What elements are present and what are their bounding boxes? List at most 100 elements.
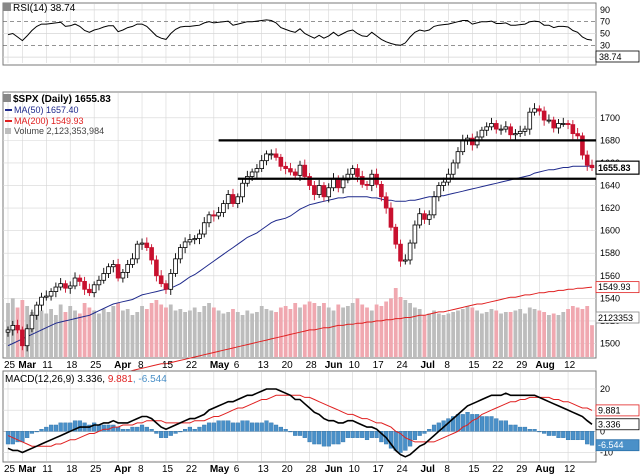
macd-hist-bar (398, 431, 403, 453)
candle-body (297, 164, 303, 176)
candle (77, 274, 83, 286)
macd-hist-bar (355, 431, 360, 438)
candle-body (455, 151, 461, 164)
candle-body (489, 123, 494, 128)
macd-hist-bar (522, 426, 528, 432)
candle-body (230, 194, 236, 204)
candle (364, 181, 370, 191)
macd-hist-bar (269, 422, 274, 432)
volume-bar (245, 310, 250, 357)
candle-body (316, 185, 322, 195)
candle (522, 125, 528, 136)
candle (254, 164, 260, 178)
volume-bar (480, 313, 484, 357)
rsi-value-tag: 38.74 (599, 52, 622, 62)
candle-body (403, 259, 408, 262)
candle-body (460, 139, 466, 153)
macd-hist-bar (173, 431, 178, 434)
volume-bar (264, 309, 269, 357)
volume-bar (326, 307, 331, 357)
candle (15, 319, 20, 334)
macd-hist-bar (561, 431, 566, 438)
candle (268, 149, 274, 160)
macd-hist-bar (87, 424, 92, 432)
volume-bar (556, 315, 561, 357)
candle (34, 301, 40, 320)
candle (273, 148, 279, 161)
macd-hist-bar (302, 431, 307, 438)
hist-tag-text: -6.544 (598, 440, 624, 450)
candle (288, 162, 293, 176)
candle (575, 127, 580, 140)
candle (225, 190, 231, 210)
volume-bar (389, 298, 393, 357)
macd-hist-bar (585, 431, 590, 445)
macd-hist-bar (20, 431, 25, 443)
macd-hist-bar (245, 420, 250, 432)
candle-body (388, 207, 394, 228)
x-axis-label: Jul (420, 464, 435, 475)
volume-bar (551, 313, 556, 357)
candle (211, 210, 217, 222)
macd-legend-signal: 9.881 (108, 374, 133, 385)
candle-body (355, 168, 360, 177)
macd-hist-bar (202, 424, 207, 432)
volume-bar (331, 310, 336, 357)
candle-body (67, 285, 73, 289)
candle (96, 275, 102, 291)
rsi-legend: RSI(14) 38.74 (13, 3, 76, 14)
x-axis-label: May (210, 360, 230, 371)
candle (379, 181, 384, 202)
volume-bar (379, 306, 384, 357)
volume-bar (221, 313, 226, 357)
ma200-tag-text: 1549.93 (598, 282, 631, 292)
candle (29, 309, 35, 333)
macd-hist-bar (254, 422, 260, 432)
candle-body (398, 243, 403, 262)
macd-hist-bar (211, 422, 216, 432)
candle (513, 129, 518, 141)
macd-hist-bar (250, 422, 255, 432)
macd-hist-bar (216, 420, 221, 432)
volume-bar (489, 309, 494, 357)
x-axis-label: 12 (564, 464, 576, 475)
candle (192, 235, 197, 245)
x-axis-label: 18 (66, 464, 78, 475)
candle-body (321, 185, 327, 198)
candle-body (584, 154, 590, 166)
macd-hist-bar (63, 422, 68, 432)
macd-tick-label: 0 (600, 426, 605, 436)
candle (316, 179, 322, 198)
volume-bar (508, 312, 513, 357)
candle (551, 116, 557, 133)
candle-body (470, 137, 475, 146)
volume-bar (542, 312, 547, 357)
volume-bar (231, 309, 235, 357)
volume-bar (44, 313, 49, 357)
candle (403, 254, 408, 265)
candle (283, 161, 288, 175)
x-axis-label: 11 (42, 464, 53, 475)
candle-body (211, 214, 217, 217)
candle (201, 217, 207, 238)
candle-body (249, 171, 255, 177)
volume-bar (503, 312, 508, 357)
volume-bar (460, 309, 465, 357)
macd-hist-bar (551, 431, 556, 436)
volume-bar (144, 309, 149, 357)
volume-bar (470, 307, 475, 357)
volume-bar (570, 306, 575, 357)
macd-hist-bar (226, 420, 231, 432)
candle-body (292, 171, 298, 176)
volume-bar (393, 288, 398, 357)
candle-body (331, 178, 336, 189)
macd-hist-bar (513, 424, 518, 432)
volume-bar (168, 304, 173, 357)
candle (383, 192, 389, 214)
volume-bar (446, 313, 451, 357)
macd-hist-bar (130, 426, 135, 432)
macd-hist-bar (321, 431, 327, 447)
x-axis-label: Jun (325, 464, 343, 475)
candle-body (10, 325, 16, 331)
macd-hist-bar (221, 420, 226, 432)
